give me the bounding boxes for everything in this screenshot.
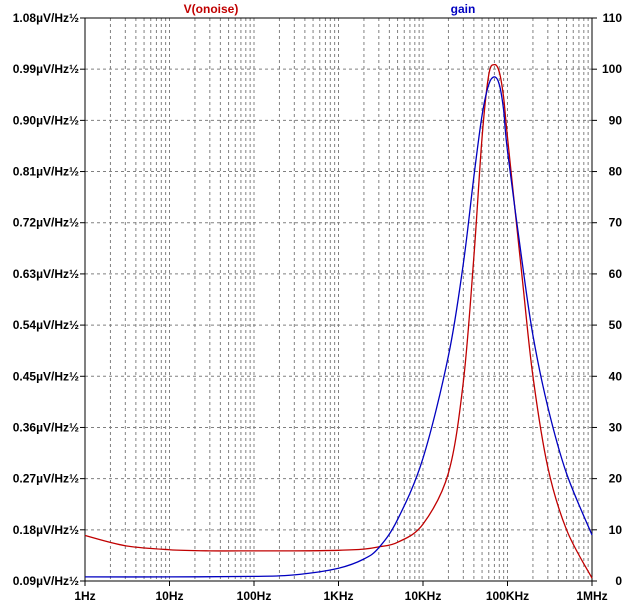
- right-tick-label: 10: [609, 523, 623, 537]
- left-tick-label: 1.08µV/Hz½: [13, 11, 79, 25]
- right-tick-label: 0: [615, 574, 622, 588]
- left-tick-label: 0.27µV/Hz½: [13, 472, 79, 486]
- right-tick-label: 60: [609, 267, 623, 281]
- left-tick-label: 0.90µV/Hz½: [13, 113, 79, 127]
- right-tick-label: 40: [609, 369, 623, 383]
- legend-label-v-onoise: V(onoise): [184, 2, 239, 16]
- right-tick-label: 50: [609, 318, 623, 332]
- x-tick-label: 10Hz: [155, 589, 183, 603]
- left-tick-label: 0.18µV/Hz½: [13, 523, 79, 537]
- x-tick-label: 1KHz: [323, 589, 353, 603]
- legend: V(onoise) gain: [184, 2, 476, 16]
- right-tick-label: 80: [609, 165, 623, 179]
- left-tick-label: 0.63µV/Hz½: [13, 267, 79, 281]
- left-tick-label: 0.99µV/Hz½: [13, 62, 79, 76]
- left-tick-label: 0.54µV/Hz½: [13, 318, 79, 332]
- x-axis-ticks: 1Hz 10Hz 100Hz 1KHz 10KHz 100KHz 1MHz: [74, 581, 608, 603]
- right-tick-label: 30: [609, 420, 623, 434]
- series-layer: [84, 63, 593, 579]
- right-tick-label: 20: [609, 472, 623, 486]
- horizontal-grid: [85, 68, 592, 531]
- left-axis-ticks: 0.09µV/Hz½ 0.18µV/Hz½ 0.27µV/Hz½ 0.36µV/Hz½…: [13, 11, 85, 588]
- x-tick-label: 1Hz: [74, 589, 95, 603]
- x-tick-label: 100Hz: [237, 589, 272, 603]
- x-tick-label: 1MHz: [576, 589, 607, 603]
- series-line-v-onoise: [84, 63, 593, 579]
- left-tick-label: 0.81µV/Hz½: [13, 165, 79, 179]
- right-tick-label: 90: [609, 113, 623, 127]
- left-tick-label: 0.36µV/Hz½: [13, 420, 79, 434]
- right-tick-label: 70: [609, 216, 623, 230]
- right-axis-ticks: 0 10 20 30 40 50 60 70 80 90 100 110: [592, 11, 622, 588]
- series-line-gain: [84, 76, 593, 578]
- left-tick-label: 0.09µV/Hz½: [13, 574, 79, 588]
- x-tick-label: 10KHz: [405, 589, 442, 603]
- left-tick-label: 0.72µV/Hz½: [13, 216, 79, 230]
- x-tick-label: 100KHz: [486, 589, 529, 603]
- legend-label-gain: gain: [451, 2, 476, 16]
- right-tick-label: 100: [602, 62, 622, 76]
- vertical-grid: [109, 18, 589, 581]
- right-tick-label: 110: [603, 11, 623, 25]
- left-tick-label: 0.45µV/Hz½: [13, 369, 79, 383]
